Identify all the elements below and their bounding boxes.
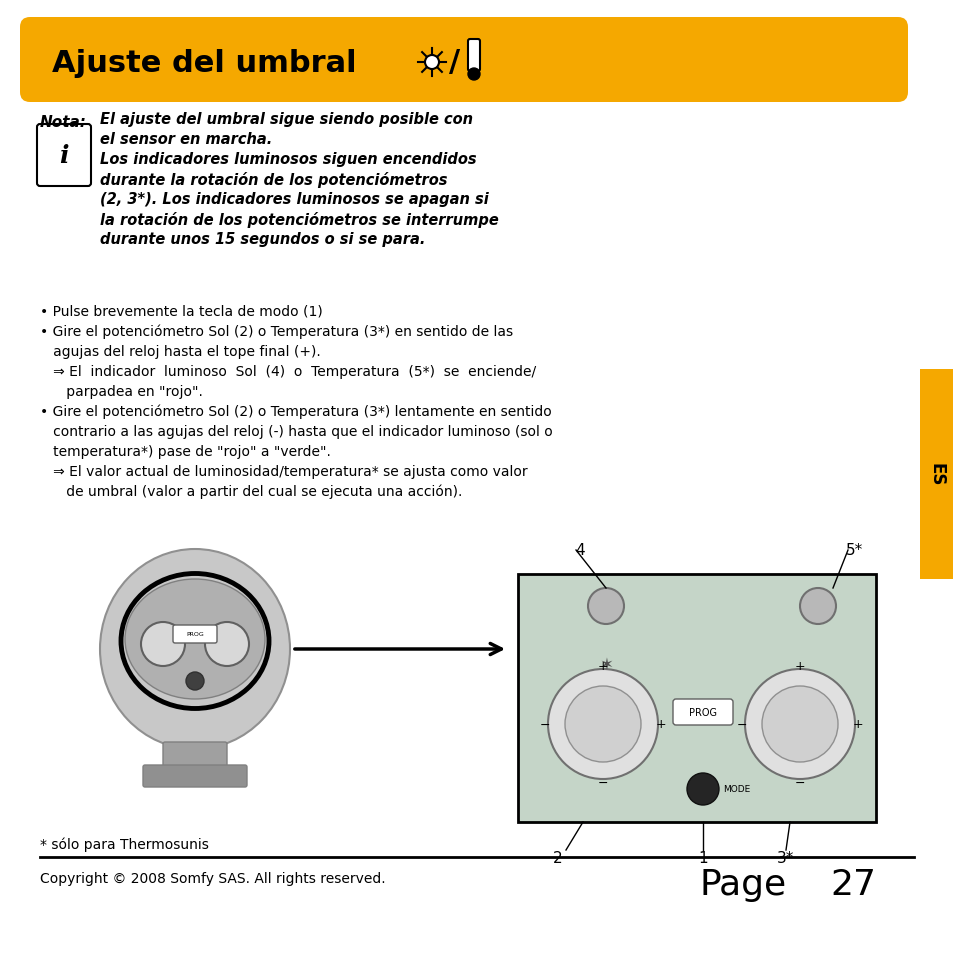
Circle shape (186, 672, 204, 690)
Text: −: − (736, 718, 746, 731)
Text: * sólo para Thermosunis: * sólo para Thermosunis (40, 837, 209, 852)
Circle shape (564, 686, 640, 762)
Text: durante unos 15 segundos o si se para.: durante unos 15 segundos o si se para. (100, 232, 425, 247)
Circle shape (587, 588, 623, 624)
FancyBboxPatch shape (468, 40, 479, 71)
Circle shape (205, 622, 249, 666)
Text: MODE: MODE (722, 784, 749, 794)
Text: Ajuste del umbral: Ajuste del umbral (52, 49, 356, 77)
Text: • Gire el potenciómetro Sol (2) o Temperatura (3*) lentamente en sentido: • Gire el potenciómetro Sol (2) o Temper… (40, 405, 551, 419)
Circle shape (744, 669, 854, 780)
Text: la rotación de los potenciómetros se interrumpe: la rotación de los potenciómetros se int… (100, 212, 498, 228)
Text: El ajuste del umbral sigue siendo posible con: El ajuste del umbral sigue siendo posibl… (100, 112, 473, 127)
Text: +: + (598, 659, 608, 673)
Text: 3*: 3* (777, 850, 794, 865)
Text: (2, 3*). Los indicadores luminosos se apagan si: (2, 3*). Los indicadores luminosos se ap… (100, 192, 488, 207)
Text: contrario a las agujas del reloj (-) hasta que el indicador luminoso (sol o: contrario a las agujas del reloj (-) has… (40, 424, 552, 438)
Text: 2: 2 (553, 850, 562, 865)
Text: de umbral (valor a partir del cual se ejecuta una acción).: de umbral (valor a partir del cual se ej… (40, 484, 462, 499)
Text: • Gire el potenciómetro Sol (2) o Temperatura (3*) en sentido de las: • Gire el potenciómetro Sol (2) o Temper… (40, 325, 513, 339)
Text: Copyright © 2008 Somfy SAS. All rights reserved.: Copyright © 2008 Somfy SAS. All rights r… (40, 871, 385, 885)
Circle shape (468, 69, 479, 81)
FancyBboxPatch shape (143, 765, 247, 787)
Text: durante la rotación de los potenciómetros: durante la rotación de los potenciómetro… (100, 172, 447, 188)
Text: parpadea en "rojo".: parpadea en "rojo". (40, 385, 203, 398)
Text: +: + (852, 718, 862, 731)
Circle shape (800, 588, 835, 624)
Text: 5*: 5* (845, 542, 862, 558)
Circle shape (547, 669, 658, 780)
Text: −: − (539, 718, 550, 731)
Text: temperatura*) pase de "rojo" a "verde".: temperatura*) pase de "rojo" a "verde". (40, 444, 331, 458)
Text: 27: 27 (829, 867, 875, 901)
Circle shape (761, 686, 837, 762)
Circle shape (424, 56, 438, 70)
Text: 1: 1 (698, 850, 707, 865)
Circle shape (686, 773, 719, 805)
Text: −: − (794, 776, 804, 789)
FancyBboxPatch shape (919, 370, 953, 579)
Text: agujas del reloj hasta el tope final (+).: agujas del reloj hasta el tope final (+)… (40, 345, 320, 358)
Bar (517, 575, 875, 822)
Text: +: + (794, 659, 804, 673)
Text: • Pulse brevemente la tecla de modo (1): • Pulse brevemente la tecla de modo (1) (40, 305, 322, 318)
FancyBboxPatch shape (37, 125, 91, 187)
Circle shape (141, 622, 185, 666)
FancyBboxPatch shape (163, 742, 227, 771)
Text: ✶: ✶ (598, 656, 612, 673)
Text: −: − (598, 776, 608, 789)
Text: Nota:: Nota: (40, 115, 87, 130)
FancyBboxPatch shape (172, 625, 216, 643)
Text: PROG: PROG (186, 632, 204, 637)
Text: Page: Page (700, 867, 786, 901)
Text: +: + (655, 718, 665, 731)
Text: Los indicadores luminosos siguen encendidos: Los indicadores luminosos siguen encendi… (100, 152, 476, 167)
Text: ES: ES (927, 463, 945, 486)
Text: 4: 4 (575, 542, 584, 558)
Text: /: / (449, 49, 460, 77)
FancyBboxPatch shape (672, 700, 732, 725)
Text: i: i (59, 144, 69, 168)
Ellipse shape (100, 550, 290, 749)
Text: PROG: PROG (688, 707, 717, 718)
Text: ⇒ El valor actual de luminosidad/temperatura* se ajusta como valor: ⇒ El valor actual de luminosidad/tempera… (40, 464, 527, 478)
FancyBboxPatch shape (20, 18, 907, 103)
Text: ⇒ El  indicador  luminoso  Sol  (4)  o  Temperatura  (5*)  se  enciende/: ⇒ El indicador luminoso Sol (4) o Temper… (40, 365, 536, 378)
Text: el sensor en marcha.: el sensor en marcha. (100, 132, 272, 147)
Ellipse shape (125, 579, 265, 700)
